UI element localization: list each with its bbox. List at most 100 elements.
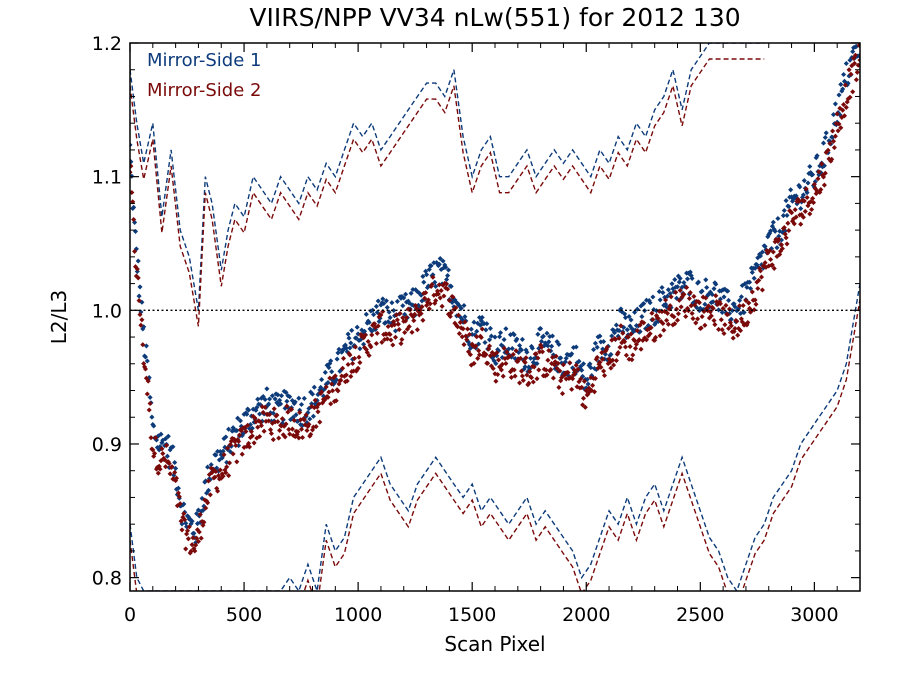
ms1-point (235, 415, 241, 421)
ms2-point (536, 367, 542, 373)
ms2-point (234, 459, 240, 465)
y-axis-label: L2/L3 (47, 290, 71, 344)
ms1-point (768, 228, 774, 234)
ms1-point (135, 258, 141, 264)
ms1-point (394, 298, 400, 304)
ms2-point (220, 473, 226, 479)
ms1-point (172, 459, 178, 466)
ms2-point (261, 428, 267, 434)
ms2-point (221, 452, 227, 458)
ms2-upper-bound-line (130, 58, 765, 327)
ms1-point (492, 334, 498, 340)
ms2-point (850, 89, 856, 95)
ms2-point (177, 501, 183, 507)
ms2-point (439, 303, 445, 309)
ms2-point (315, 409, 321, 415)
ms1-point (403, 291, 409, 297)
ms2-point (657, 333, 663, 339)
ms1-point (375, 298, 381, 304)
ms2-point (262, 404, 268, 410)
x-tick-label: 3000 (790, 604, 838, 626)
ms2-point (544, 372, 550, 378)
ms1-point (262, 396, 268, 403)
ms1-point (164, 453, 170, 459)
ms1-point (546, 339, 552, 345)
ms1-upper-bound-line (130, 43, 765, 311)
ms1-point (518, 347, 525, 353)
ms2-point (246, 440, 252, 446)
ms2-point (427, 301, 433, 307)
ms1-point (310, 413, 316, 419)
ms1-point (346, 335, 352, 341)
ms2-point (446, 297, 452, 304)
ms2-point (422, 295, 428, 301)
ms2-point (291, 417, 297, 423)
ms1-point (626, 313, 632, 320)
ms2-point (572, 369, 578, 375)
ms1-point (357, 346, 363, 352)
ms2-point (205, 478, 212, 484)
ms2-point (267, 427, 274, 433)
ms1-point (843, 60, 849, 67)
ms1-point (384, 304, 390, 310)
ms2-point (668, 294, 674, 300)
ms2-point (699, 314, 705, 320)
ms2-point (702, 322, 708, 328)
ms2-point (167, 471, 173, 477)
ms2-point (579, 384, 585, 390)
ms2-point (173, 475, 180, 481)
ms2-point (352, 344, 358, 350)
ms2-point (716, 326, 722, 332)
ms2-point (487, 353, 493, 359)
ms2-point (663, 297, 669, 303)
axis-ticks: 0 500 1000 1500 2000 2500 3000 0.8 0.9 1.0 1.1 1.2 (92, 33, 860, 626)
ms2-point (632, 345, 639, 351)
ms2-point (768, 256, 774, 263)
ms1-point (684, 276, 691, 282)
ms1-point (501, 337, 507, 343)
ms2-point (327, 375, 333, 381)
ms1-point (325, 380, 331, 386)
ms2-point (430, 274, 436, 280)
ms2-point (365, 338, 371, 345)
ms2-point (138, 322, 144, 328)
ms2-point (385, 323, 391, 330)
ms2-point (608, 365, 614, 371)
ms2-point (210, 466, 216, 472)
ms2-point (728, 323, 734, 329)
ms1-point (208, 462, 214, 468)
ms1-point (445, 273, 451, 279)
ms1-point (793, 193, 799, 199)
ms2-point (519, 373, 525, 379)
ms1-point (544, 330, 550, 336)
ms2-point (306, 421, 312, 427)
ms1-point (549, 343, 555, 349)
ms2-point (284, 403, 290, 409)
ms1-point (137, 284, 143, 290)
ms2-point (474, 334, 480, 340)
ms2-point (384, 336, 390, 342)
ms1-point (538, 338, 545, 344)
ms1-point (726, 297, 732, 303)
ms2-point (856, 43, 860, 48)
ms1-point (689, 275, 695, 281)
ms2-point (340, 365, 346, 371)
ms2-point (166, 460, 172, 467)
ms2-point (356, 354, 362, 360)
ms2-point (798, 221, 804, 227)
ms2-point (425, 297, 431, 303)
ms2-point (730, 335, 736, 341)
ms1-point (487, 325, 493, 331)
x-tick-label: 2000 (562, 604, 610, 626)
ms2-point (144, 391, 150, 397)
ms2-point (857, 57, 860, 63)
ms2-point (236, 438, 242, 444)
ms2-point (137, 312, 143, 318)
ms1-point (440, 258, 446, 264)
ms1-point (158, 431, 164, 437)
ms2-point (661, 327, 667, 333)
ms1-point (613, 322, 619, 328)
ms1-point (266, 401, 272, 407)
ms2-point (233, 442, 239, 449)
ms1-point (401, 295, 407, 301)
